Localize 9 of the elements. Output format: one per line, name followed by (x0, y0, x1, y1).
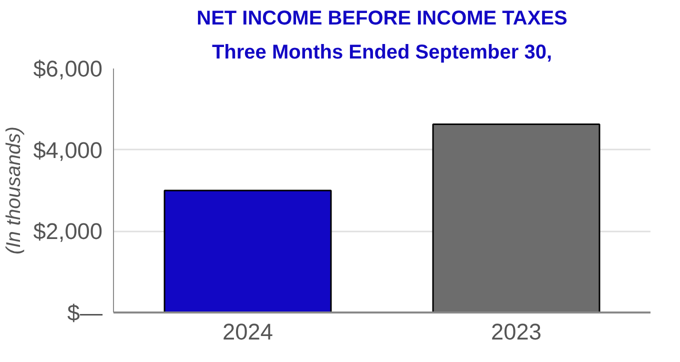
x-tick-label: 2023 (491, 318, 542, 344)
chart-title: NET INCOME BEFORE INCOME TAXES (196, 8, 568, 30)
chart-subtitle: Three Months Ended September 30, (212, 42, 552, 64)
y-tick-label: $4,000 (33, 136, 102, 163)
y-tick-label: $6,000 (33, 56, 102, 82)
x-tick-label: 2024 (222, 318, 273, 344)
y-axis-title: (In thousands) (3, 126, 26, 254)
y-tick-label: $— (67, 300, 103, 326)
y-tick-label: $2,000 (33, 218, 102, 244)
